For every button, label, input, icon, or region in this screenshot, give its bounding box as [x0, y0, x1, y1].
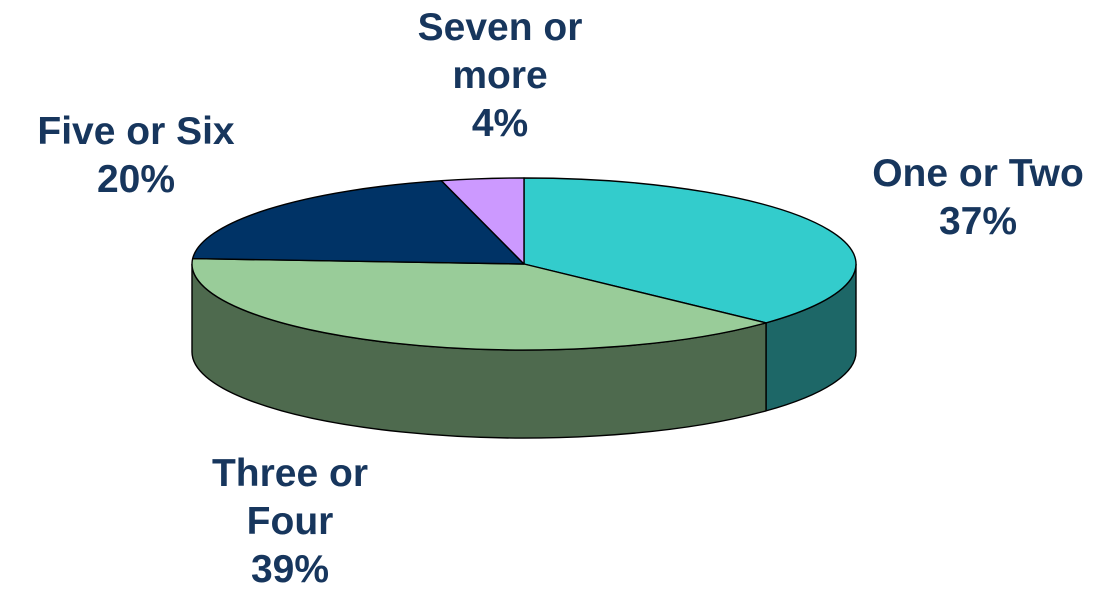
pie-slice-three-or-four	[191, 257, 767, 351]
label-three-or-four-line2: Four	[246, 500, 334, 543]
label-one-or-two: One or Two 37%	[848, 150, 1108, 246]
label-five-or-six-text: Five or Six	[37, 110, 235, 153]
label-one-or-two-text: One or Two	[872, 152, 1084, 195]
pie-slice-five-or-six	[191, 180, 525, 265]
label-seven-or-more-line2: more	[452, 54, 548, 97]
pie-slice-seven-or-more	[440, 177, 525, 265]
label-three-or-four-line1: Three or	[211, 452, 369, 495]
label-three-or-four-percent: 39%	[250, 548, 330, 591]
label-seven-or-more: Seven or more 4%	[370, 4, 630, 148]
label-one-or-two-percent: 37%	[938, 200, 1018, 243]
label-five-or-six: Five or Six 20%	[0, 108, 272, 204]
label-seven-or-more-line1: Seven or	[417, 6, 583, 49]
label-three-or-four: Three or Four 39%	[160, 450, 420, 594]
pie-slice-one-or-two	[523, 177, 857, 324]
label-five-or-six-percent: 20%	[96, 158, 176, 201]
label-seven-or-more-percent: 4%	[471, 102, 529, 145]
